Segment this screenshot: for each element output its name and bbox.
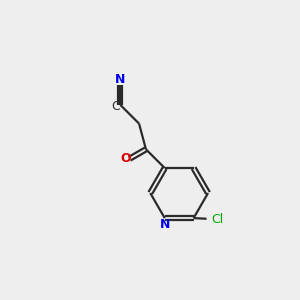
Text: O: O — [120, 152, 131, 165]
Text: Cl: Cl — [212, 213, 224, 226]
Text: N: N — [115, 73, 125, 86]
Text: N: N — [160, 218, 170, 231]
Text: C: C — [111, 100, 120, 112]
